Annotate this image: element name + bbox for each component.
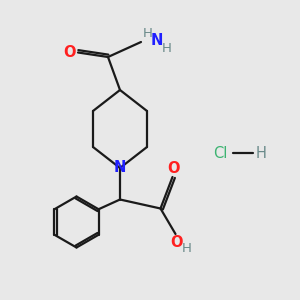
Text: O: O — [168, 161, 180, 176]
Text: O: O — [63, 45, 76, 60]
Text: O: O — [171, 235, 183, 250]
Text: N: N — [114, 160, 126, 175]
Text: Cl: Cl — [213, 146, 228, 160]
Text: H: H — [256, 146, 266, 160]
Text: H: H — [143, 27, 152, 40]
Text: N: N — [150, 33, 163, 48]
Text: H: H — [161, 42, 171, 55]
Text: H: H — [182, 242, 192, 255]
